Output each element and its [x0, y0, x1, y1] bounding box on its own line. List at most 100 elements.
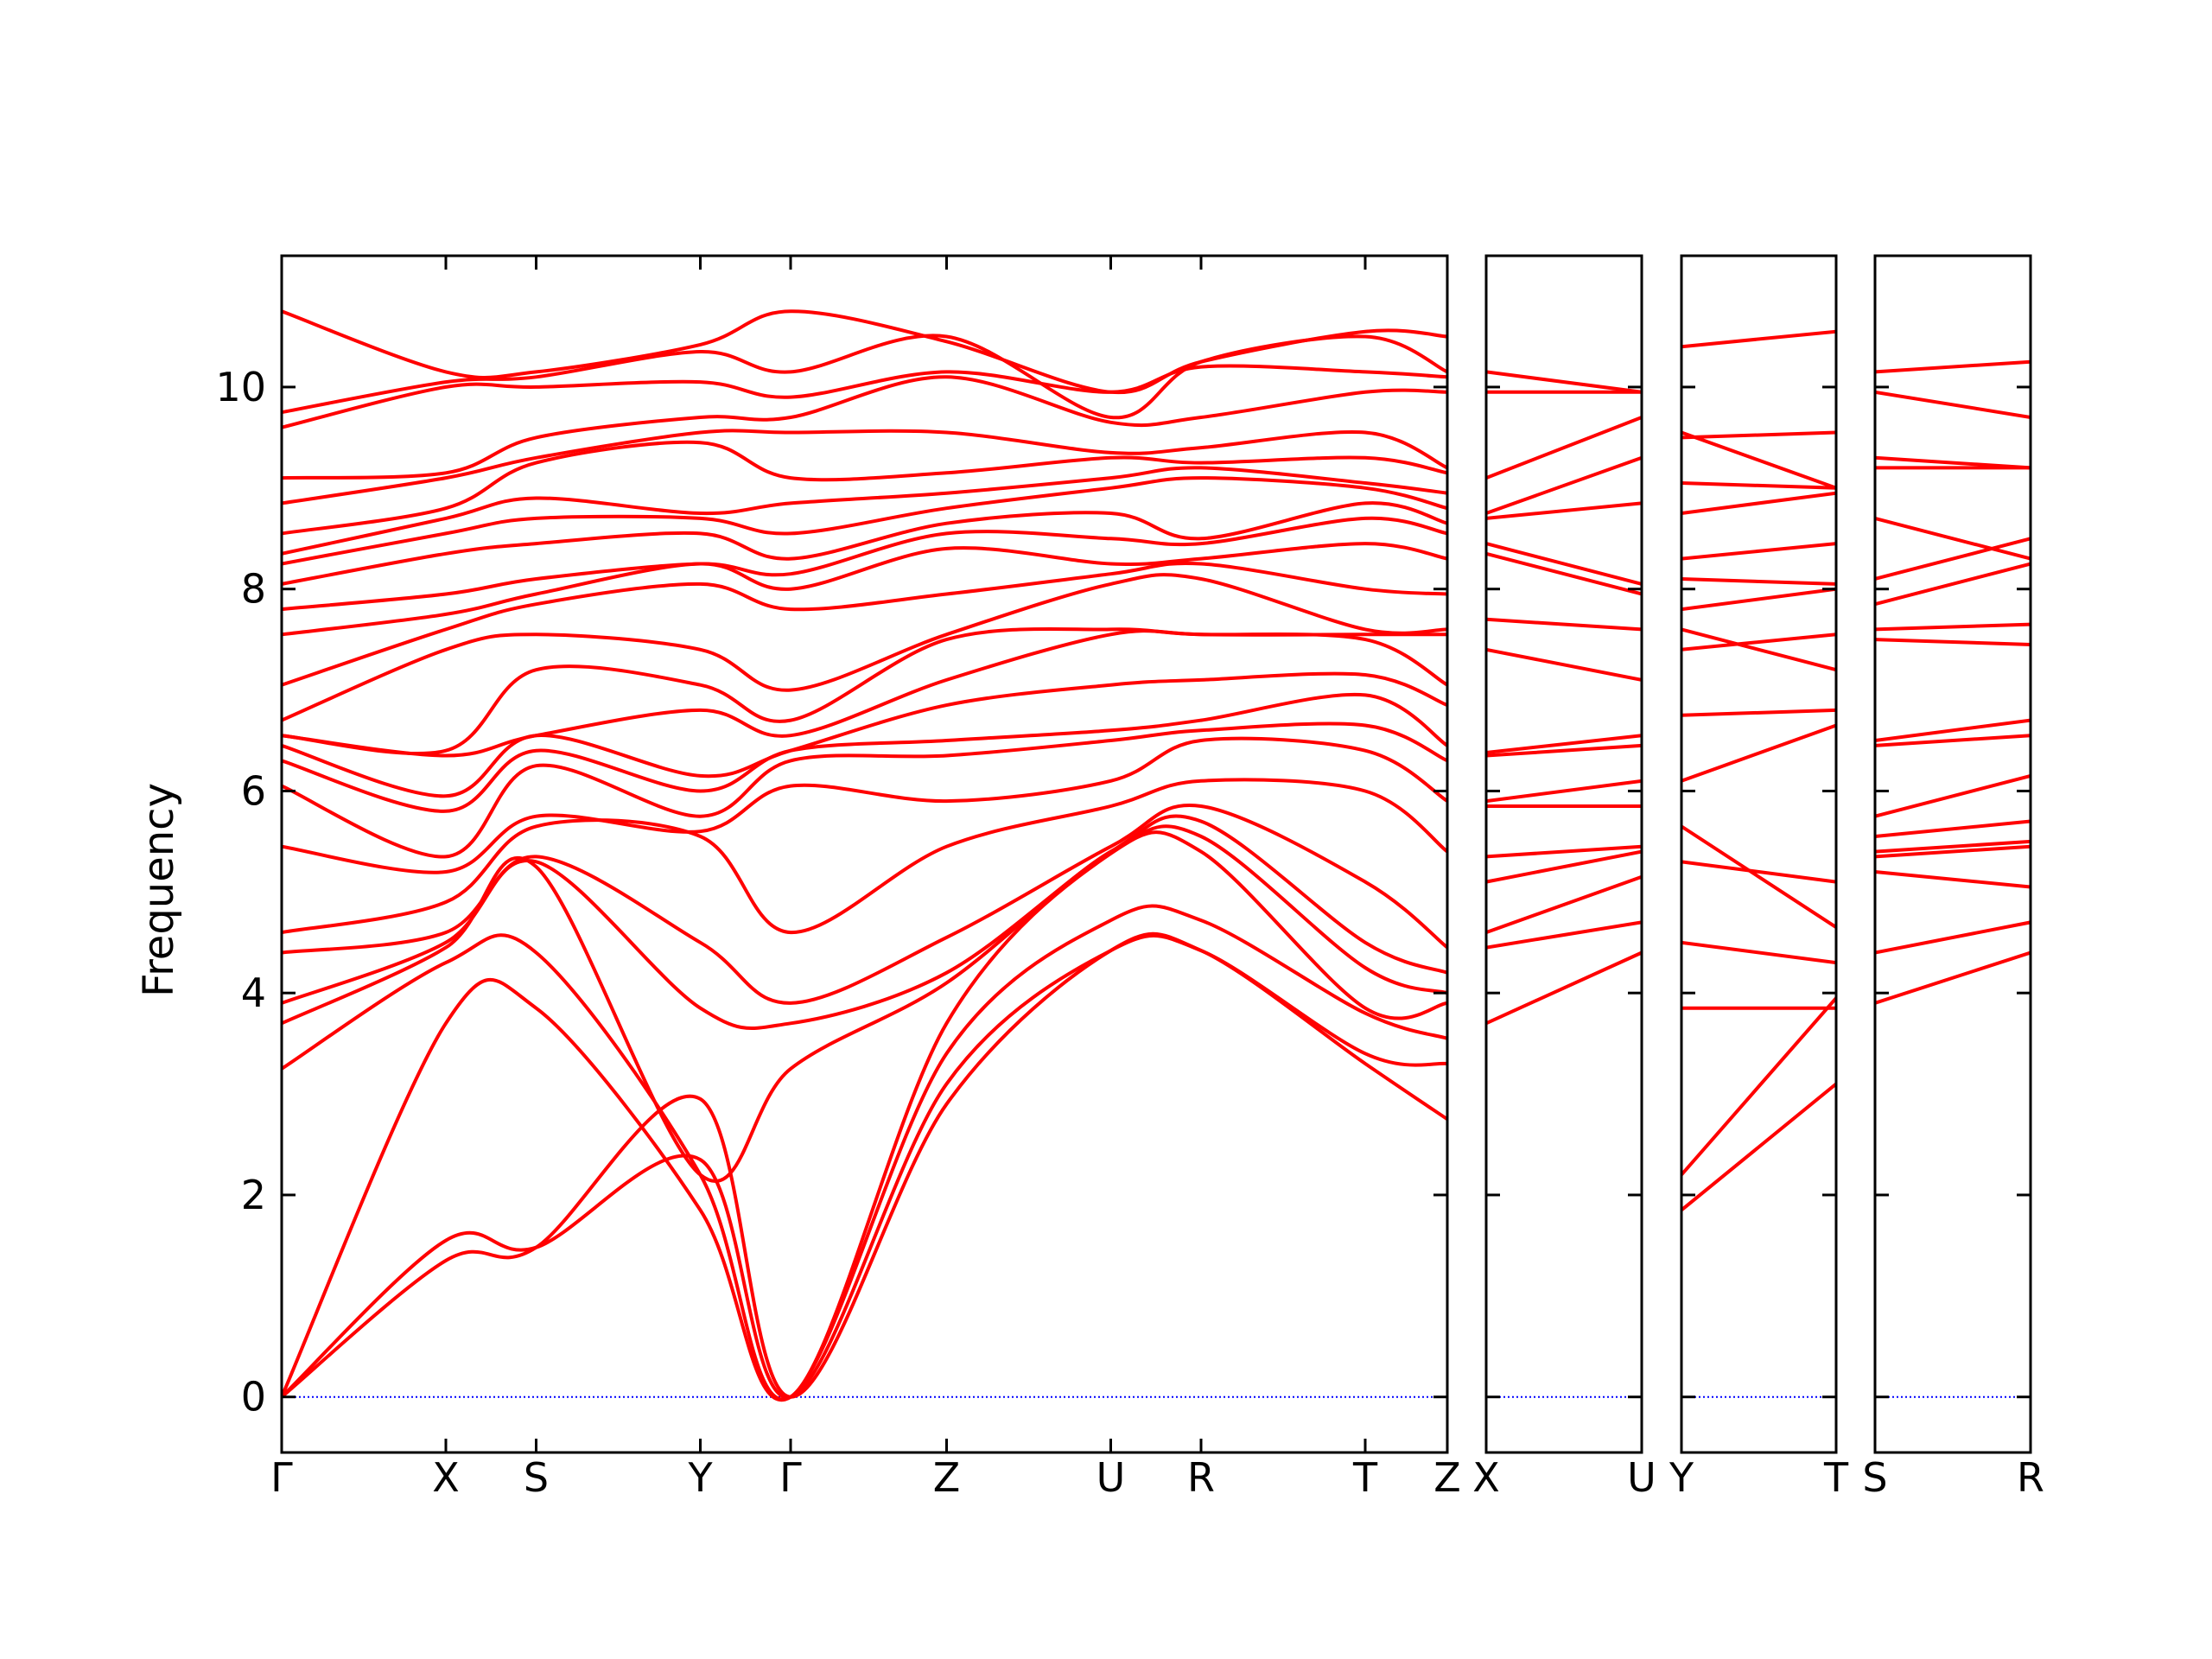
band-line: [1486, 455, 1642, 515]
band-line: [282, 629, 1447, 758]
x-tick-label: T: [1823, 1454, 1849, 1501]
band-line: [1875, 537, 2031, 581]
band-line: [282, 692, 1447, 813]
band-line: [1681, 430, 1836, 440]
x-tick-label: T: [1352, 1454, 1378, 1501]
band-line: [282, 573, 1447, 722]
bands-panel-2: [1486, 370, 1642, 1026]
band-line: [1681, 542, 1836, 561]
band-line: [1681, 824, 1836, 930]
band-line: [1681, 996, 1836, 1177]
band-line: [1681, 491, 1836, 515]
band-line: [282, 476, 1447, 566]
band-line: [1681, 708, 1836, 717]
panel-frame: [1680, 254, 1838, 1454]
panel-frame: [1484, 254, 1643, 1454]
band-line: [1681, 632, 1836, 652]
band-line: [1875, 950, 2031, 1005]
band-line: [1875, 359, 2031, 374]
x-tick-label: R: [2017, 1454, 2044, 1501]
x-tick-label: U: [1627, 1454, 1656, 1501]
band-line: [1681, 577, 1836, 586]
band-line: [282, 440, 1447, 536]
band-line: [282, 931, 1447, 1399]
band-line: [1875, 562, 2031, 607]
band-line: [1681, 723, 1836, 783]
x-tick-label: S: [1862, 1454, 1887, 1501]
band-line: [1875, 390, 2031, 419]
band-line: [282, 778, 1447, 935]
band-line: [1486, 874, 1642, 935]
band-line: [1875, 844, 2031, 859]
band-line: [282, 466, 1447, 556]
y-tick-label: 6: [241, 767, 266, 814]
x-tick-label: X: [1472, 1454, 1500, 1501]
y-tick-label: 10: [215, 364, 266, 410]
band-line: [282, 364, 1447, 429]
band-line: [1681, 587, 1836, 612]
x-tick-label: Z: [933, 1454, 961, 1501]
band-line: [1681, 627, 1836, 672]
band-line: [282, 429, 1447, 505]
band-line: [1486, 542, 1642, 586]
band-line: [282, 516, 1447, 612]
band-line: [282, 804, 1447, 1005]
band-line: [1875, 638, 2031, 646]
band-line: [282, 375, 1447, 480]
panel-frame: [280, 254, 1449, 1454]
band-line: [282, 721, 1447, 859]
panel-frame: [1873, 254, 2032, 1454]
band-line: [1875, 773, 2031, 818]
band-line: [1486, 617, 1642, 632]
band-line: [282, 501, 1447, 586]
band-line: [1875, 819, 2031, 838]
band-line: [1681, 860, 1836, 884]
band-line: [282, 830, 1447, 1402]
y-axis-label: Frequency: [135, 783, 183, 997]
y-tick-label: 8: [241, 566, 266, 613]
x-tick-label: Y: [687, 1454, 713, 1501]
band-line: [1486, 647, 1642, 682]
band-line: [1486, 370, 1642, 394]
band-line: [1875, 734, 2031, 747]
x-tick-label: Γ: [779, 1454, 802, 1501]
band-line: [1681, 940, 1836, 965]
y-tick-label: 2: [241, 1172, 266, 1218]
band-line: [282, 671, 1447, 798]
band-line: [1486, 950, 1642, 1026]
band-line: [1681, 430, 1836, 490]
band-line: [282, 933, 1447, 1399]
band-line: [282, 542, 1447, 637]
band-line: [1875, 718, 2031, 742]
band-line: [1486, 920, 1642, 950]
band-line: [282, 626, 1447, 755]
x-tick-label: Γ: [270, 1454, 293, 1501]
x-tick-label: R: [1187, 1454, 1215, 1501]
x-tick-label: Z: [1433, 1454, 1461, 1501]
band-line: [1486, 779, 1642, 804]
band-line: [282, 309, 1447, 395]
bands-panel-1: [282, 309, 1447, 1402]
band-line: [1486, 743, 1642, 758]
band-line: [1875, 870, 2031, 889]
band-line: [1875, 839, 2031, 854]
band-line: [1486, 734, 1642, 754]
band-line: [1875, 455, 2031, 470]
band-line: [282, 736, 1447, 874]
y-tick-label: 4: [241, 969, 266, 1016]
bands-panel-3: [1681, 329, 1836, 1212]
x-tick-label: S: [524, 1454, 549, 1501]
band-line: [1486, 849, 1642, 884]
band-line: [1681, 1082, 1836, 1212]
band-line: [1875, 622, 2031, 632]
band-line: [1681, 329, 1836, 349]
x-tick-label: U: [1096, 1454, 1126, 1501]
y-tick-label: 0: [241, 1374, 266, 1421]
band-line: [1486, 416, 1642, 480]
x-tick-label: X: [432, 1454, 460, 1501]
bands-panel-4: [1875, 359, 2031, 1005]
